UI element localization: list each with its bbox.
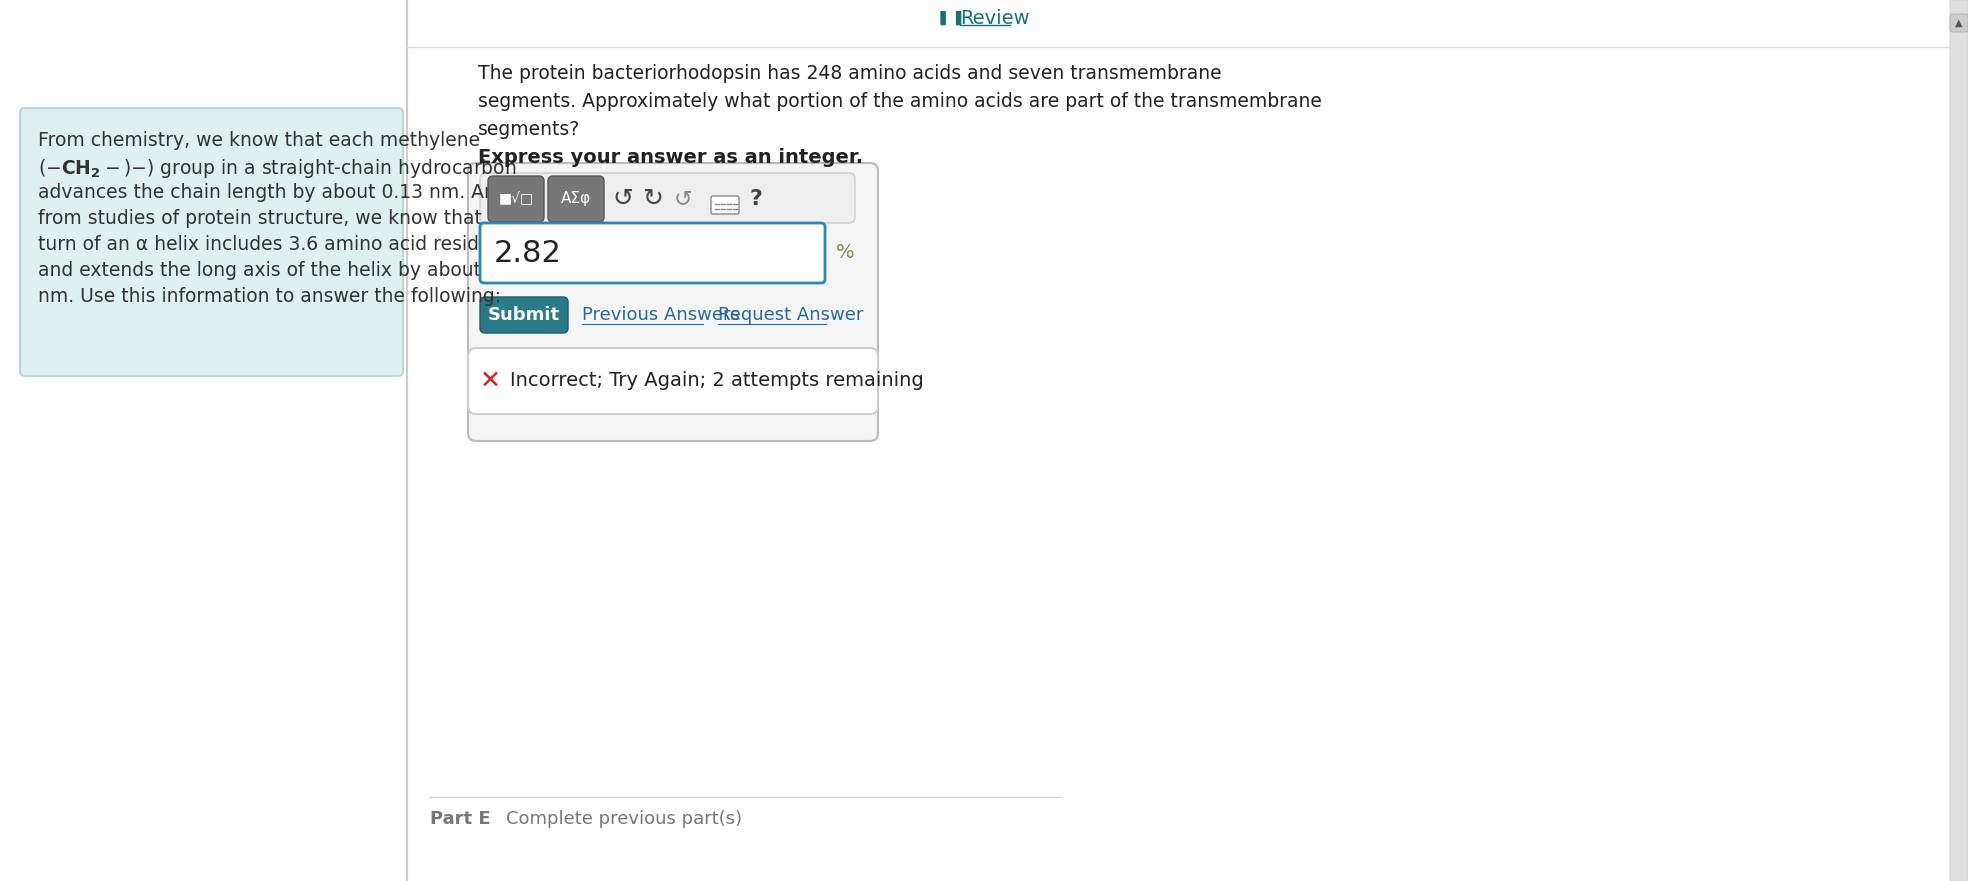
- FancyBboxPatch shape: [488, 176, 543, 222]
- Text: Previous Answers: Previous Answers: [583, 306, 740, 324]
- Text: Incorrect; Try Again; 2 attempts remaining: Incorrect; Try Again; 2 attempts remaini…: [510, 372, 923, 390]
- FancyBboxPatch shape: [547, 176, 604, 222]
- Text: ✕: ✕: [480, 369, 500, 393]
- Text: and extends the long axis of the helix by about 0.56: and extends the long axis of the helix b…: [37, 261, 529, 280]
- FancyBboxPatch shape: [480, 173, 854, 223]
- Text: ?: ?: [750, 189, 762, 209]
- Text: The protein bacteriorhodopsin has 248 amino acids and seven transmembrane: The protein bacteriorhodopsin has 248 am…: [478, 64, 1222, 83]
- Text: advances the chain length by about 0.13 nm. And: advances the chain length by about 0.13 …: [37, 183, 508, 202]
- Text: from studies of protein structure, we know that one: from studies of protein structure, we kn…: [37, 209, 523, 228]
- Text: ↻: ↻: [642, 187, 663, 211]
- Text: Express your answer as an integer.: Express your answer as an integer.: [478, 148, 864, 167]
- Text: %: %: [836, 243, 854, 263]
- Text: Complete previous part(s): Complete previous part(s): [506, 810, 742, 828]
- FancyBboxPatch shape: [480, 223, 825, 283]
- Text: segments. Approximately what portion of the amino acids are part of the transmem: segments. Approximately what portion of …: [478, 92, 1322, 111]
- Text: turn of an α helix includes 3.6 amino acid residues: turn of an α helix includes 3.6 amino ac…: [37, 235, 512, 254]
- Text: ▐ ▐: ▐ ▐: [935, 11, 960, 26]
- Text: Part E: Part E: [429, 810, 490, 828]
- Text: 2.82: 2.82: [494, 239, 563, 268]
- Text: ΑΣφ: ΑΣφ: [561, 191, 590, 206]
- Text: $(-\mathbf{CH_2}-)$−) group in a straight-chain hydrocarbon: $(-\mathbf{CH_2}-)$−) group in a straigh…: [37, 157, 516, 180]
- Text: From chemistry, we know that each methylene: From chemistry, we know that each methyl…: [37, 131, 480, 150]
- Text: ■√□: ■√□: [498, 192, 533, 206]
- Text: nm. Use this information to answer the following:: nm. Use this information to answer the f…: [37, 287, 502, 306]
- Text: ↺: ↺: [612, 187, 634, 211]
- FancyBboxPatch shape: [710, 196, 740, 214]
- FancyBboxPatch shape: [468, 163, 878, 441]
- Text: Request Answer: Request Answer: [718, 306, 864, 324]
- Text: segments?: segments?: [478, 120, 581, 139]
- FancyBboxPatch shape: [1950, 14, 1968, 32]
- FancyBboxPatch shape: [480, 297, 569, 333]
- Text: Submit: Submit: [488, 306, 561, 324]
- FancyBboxPatch shape: [1950, 0, 1968, 881]
- Text: ▲: ▲: [1956, 18, 1962, 28]
- FancyBboxPatch shape: [20, 108, 403, 376]
- FancyBboxPatch shape: [468, 348, 878, 414]
- Text: Review: Review: [960, 9, 1029, 27]
- Text: ↺: ↺: [673, 189, 693, 209]
